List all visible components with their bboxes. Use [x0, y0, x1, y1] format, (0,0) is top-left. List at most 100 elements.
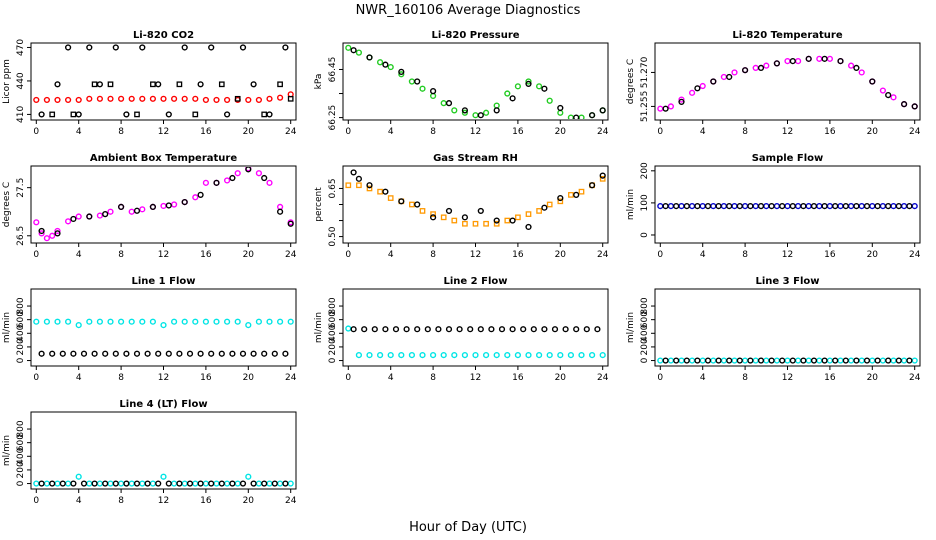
data-point — [673, 357, 680, 364]
data-point — [86, 44, 93, 51]
data-point — [345, 44, 352, 51]
data-point — [520, 326, 527, 333]
panel: Sample Flow ml/min 0 4 8 12 16 20 24 0 100 200 — [626, 153, 921, 260]
data-point — [720, 357, 728, 364]
data-point — [568, 192, 574, 198]
plot-frame — [30, 42, 297, 121]
data-point — [461, 107, 469, 114]
data-point — [371, 326, 378, 333]
data-point — [107, 480, 114, 487]
data-point — [139, 95, 146, 102]
data-point — [567, 351, 575, 359]
data-point — [59, 480, 66, 487]
data-point — [408, 351, 416, 359]
data-point — [287, 480, 294, 487]
panel-title: Ambient Box Temperature — [90, 153, 237, 164]
data-point — [213, 96, 220, 104]
data-point — [440, 351, 447, 359]
x-tick-label: 16 — [200, 127, 212, 137]
data-point — [430, 214, 437, 221]
data-point — [139, 480, 146, 487]
data-point — [123, 480, 130, 487]
x-tick-label: 0 — [657, 373, 663, 383]
x-tick-label: 20 — [867, 127, 879, 137]
data-point — [773, 203, 781, 210]
data-point — [224, 177, 231, 184]
x-tick-label: 0 — [345, 373, 351, 383]
data-point — [80, 480, 88, 487]
data-point — [123, 350, 130, 357]
data-point — [398, 71, 405, 78]
y-tick-label: 0 — [16, 357, 26, 363]
data-point — [250, 350, 257, 357]
x-tick-label: 16 — [824, 250, 836, 260]
data-point — [208, 480, 215, 487]
data-point — [271, 480, 278, 487]
data-point — [224, 480, 231, 487]
data-point — [419, 208, 426, 214]
data-point — [890, 203, 897, 210]
x-tick-label: 0 — [33, 250, 39, 260]
panel: Line 1 Flow ml/min 0 4 8 12 16 20 24 0 20040060080… — [2, 276, 297, 383]
data-point — [414, 326, 421, 333]
data-point — [54, 480, 61, 487]
y-tick-label: 400 — [16, 447, 26, 464]
data-point — [197, 191, 204, 198]
data-point — [43, 96, 51, 104]
data-point — [117, 318, 125, 325]
x-tick-label: 24 — [285, 127, 297, 137]
data-point — [445, 207, 453, 215]
data-point — [181, 198, 188, 206]
data-point — [752, 203, 759, 210]
data-point — [387, 63, 394, 71]
data-point — [869, 203, 876, 210]
data-point — [462, 220, 468, 227]
plot-frame — [30, 411, 297, 490]
data-point — [282, 480, 289, 487]
data-point — [435, 326, 442, 333]
y-tick-label: 600 — [16, 434, 26, 451]
data-point — [837, 357, 844, 364]
data-point — [879, 87, 887, 94]
data-point — [768, 203, 775, 210]
data-point — [176, 350, 183, 357]
data-point — [430, 211, 436, 217]
data-point — [133, 480, 141, 487]
data-point — [483, 351, 490, 359]
data-point — [657, 203, 664, 210]
data-point — [377, 351, 384, 359]
data-point — [461, 214, 469, 221]
data-point — [599, 172, 606, 179]
data-point — [885, 357, 892, 364]
y-tick-label: 100 — [640, 194, 650, 211]
panel: Li-820 CO2 Licor ppm 0 4 8 12 16 20 24 410 440 470 — [2, 30, 297, 137]
data-point — [594, 326, 601, 333]
data-point — [588, 351, 596, 359]
data-point — [493, 107, 500, 114]
data-point — [757, 357, 765, 364]
data-point — [54, 318, 61, 325]
x-tick-label: 8 — [118, 496, 124, 506]
data-point — [704, 203, 712, 210]
data-point — [117, 203, 125, 211]
data-point — [573, 191, 580, 198]
data-point — [562, 326, 569, 333]
data-point — [33, 480, 40, 487]
data-point — [171, 480, 178, 487]
data-point — [123, 111, 130, 118]
data-point — [271, 350, 278, 357]
data-point — [885, 203, 892, 210]
data-point — [842, 357, 849, 364]
data-point — [277, 208, 284, 215]
data-point — [853, 64, 860, 72]
figure-title: NWR_160106 Average Diagnostics — [356, 3, 581, 18]
data-point — [826, 55, 834, 62]
data-point — [504, 351, 511, 359]
data-point — [694, 357, 701, 364]
data-point — [911, 357, 918, 364]
data-point — [350, 169, 357, 176]
data-point — [720, 73, 728, 81]
data-point — [181, 44, 188, 51]
data-point — [461, 351, 469, 359]
data-point — [107, 81, 114, 88]
